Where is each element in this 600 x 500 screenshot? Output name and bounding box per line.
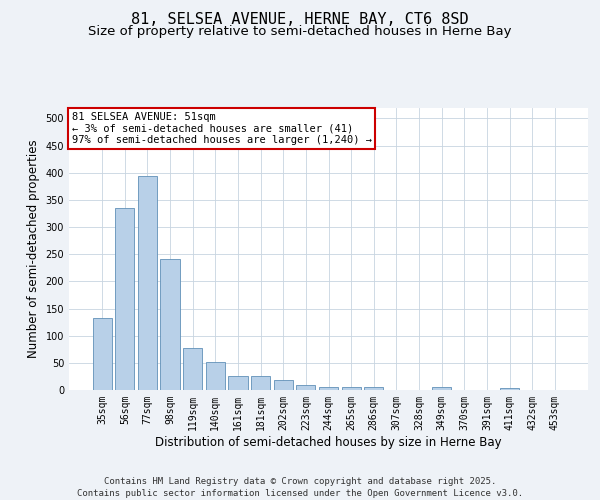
Bar (251, 376, 270, 390)
Bar (274, 380, 293, 390)
Bar (183, 348, 202, 390)
Bar (138, 176, 157, 390)
Bar (92, 318, 112, 390)
Bar (206, 362, 225, 390)
Bar (341, 386, 361, 390)
Text: 81 SELSEA AVENUE: 51sqm
← 3% of semi-detached houses are smaller (41)
97% of sem: 81 SELSEA AVENUE: 51sqm ← 3% of semi-det… (71, 112, 371, 145)
Text: Size of property relative to semi-detached houses in Herne Bay: Size of property relative to semi-detach… (88, 25, 512, 38)
Text: Contains HM Land Registry data © Crown copyright and database right 2025.
Contai: Contains HM Land Registry data © Crown c… (77, 476, 523, 498)
Bar (296, 384, 316, 390)
Y-axis label: Number of semi-detached properties: Number of semi-detached properties (27, 140, 40, 358)
Bar (229, 376, 248, 390)
Bar (500, 388, 519, 390)
Bar (115, 208, 134, 390)
Text: 81, SELSEA AVENUE, HERNE BAY, CT6 8SD: 81, SELSEA AVENUE, HERNE BAY, CT6 8SD (131, 12, 469, 28)
Bar (432, 388, 451, 390)
Bar (160, 259, 180, 390)
Bar (364, 388, 383, 390)
X-axis label: Distribution of semi-detached houses by size in Herne Bay: Distribution of semi-detached houses by … (155, 436, 502, 448)
Bar (319, 388, 338, 390)
